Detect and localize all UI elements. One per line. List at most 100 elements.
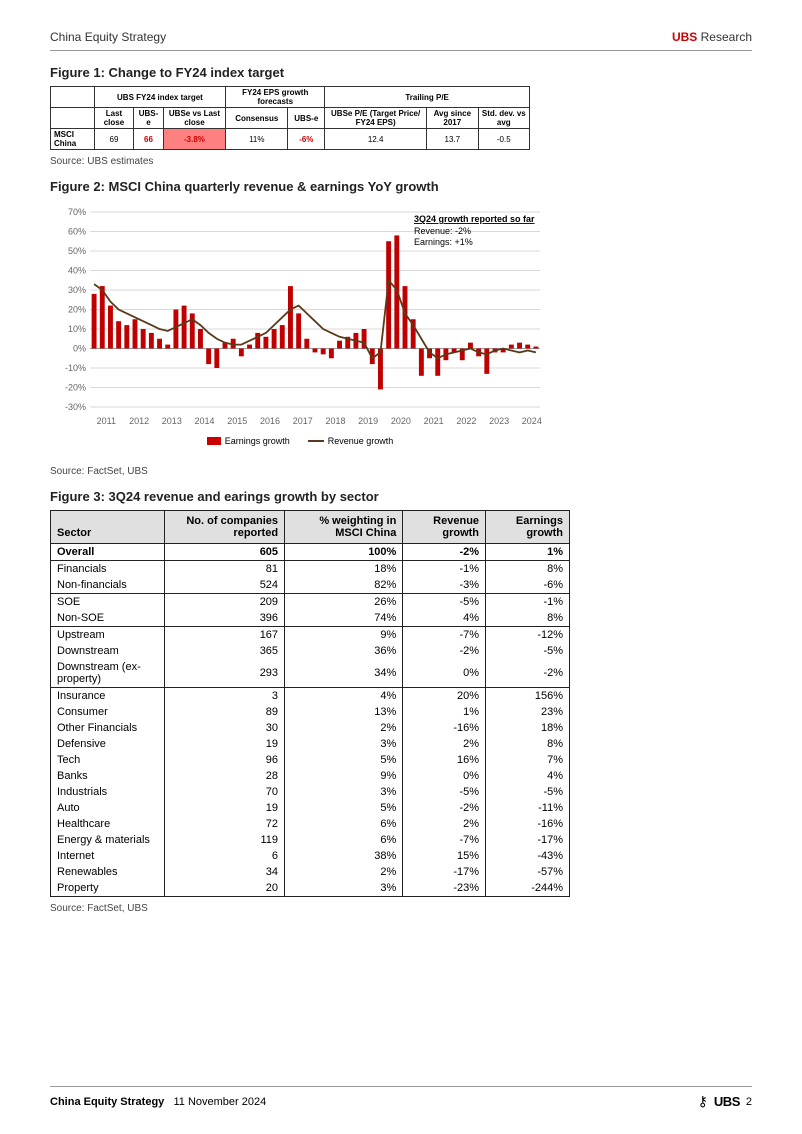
table-cell: -2% xyxy=(486,659,570,688)
fig2-source: Source: FactSet, UBS xyxy=(50,466,752,477)
svg-text:Revenue: -2%: Revenue: -2% xyxy=(414,226,471,236)
table-cell: 365 xyxy=(165,643,285,659)
table-cell: Renewables xyxy=(51,864,165,880)
fig2-chart: -30%-20%-10%0%10%20%30%40%50%60%70%20112… xyxy=(50,202,550,432)
table-cell: Consumer xyxy=(51,704,165,720)
fig1-sub-5: UBS-e xyxy=(288,108,325,129)
table-cell: 6 xyxy=(165,848,285,864)
table-cell: 4% xyxy=(403,610,486,627)
table-cell: 5% xyxy=(285,752,403,768)
bar-swatch xyxy=(207,437,221,445)
table-cell: 6% xyxy=(285,832,403,848)
table-cell: 3% xyxy=(285,736,403,752)
footer-date-text: 11 November 2024 xyxy=(173,1096,266,1108)
fig1-std: -0.5 xyxy=(478,129,529,150)
table-cell: 1% xyxy=(486,544,570,561)
fig3-col-0: Sector xyxy=(51,511,165,544)
table-cell: Non-financials xyxy=(51,577,165,594)
ubs-keys-icon: ⚷ xyxy=(698,1093,708,1110)
table-row: Industrials703%-5%-5% xyxy=(51,784,570,800)
fig1-sub-8: Std. dev. vs avg xyxy=(478,108,529,129)
fig1-rowlabel: MSCI China xyxy=(51,129,95,150)
legend-revenue: Revenue growth xyxy=(308,436,394,446)
table-cell: 70 xyxy=(165,784,285,800)
svg-text:70%: 70% xyxy=(68,207,86,217)
header-left: China Equity Strategy xyxy=(50,30,166,44)
table-cell: -23% xyxy=(403,880,486,897)
svg-text:3Q24 growth reported so far: 3Q24 growth reported so far xyxy=(414,214,535,224)
table-cell: Non-SOE xyxy=(51,610,165,627)
table-cell: -5% xyxy=(403,594,486,611)
table-cell: SOE xyxy=(51,594,165,611)
svg-text:2019: 2019 xyxy=(358,416,378,426)
table-cell: -5% xyxy=(403,784,486,800)
table-cell: -5% xyxy=(486,643,570,659)
table-cell: -244% xyxy=(486,880,570,897)
table-cell: 0% xyxy=(403,768,486,784)
fig3-source: Source: FactSet, UBS xyxy=(50,903,752,914)
table-cell: -57% xyxy=(486,864,570,880)
table-row: Financials8118%-1%8% xyxy=(51,561,570,578)
fig1-ubsevs: -3.8% xyxy=(163,129,225,150)
table-row: Other Financials302%-16%18% xyxy=(51,720,570,736)
fig3-col-2: % weighting in MSCI China xyxy=(285,511,403,544)
fig1-sub-2: UBS-e xyxy=(134,108,163,129)
svg-text:2016: 2016 xyxy=(260,416,280,426)
table-cell: 16% xyxy=(403,752,486,768)
table-cell: 6% xyxy=(285,816,403,832)
page-number: 2 xyxy=(746,1096,752,1108)
fig2-title: Figure 2: MSCI China quarterly revenue &… xyxy=(50,179,752,194)
table-cell: 81 xyxy=(165,561,285,578)
fig1-source: Source: UBS estimates xyxy=(50,156,752,167)
svg-text:50%: 50% xyxy=(68,246,86,256)
fig1-epsubse: -6% xyxy=(288,129,325,150)
fig1-sub-0 xyxy=(51,108,95,129)
fig1-group-2: FY24 EPS growth forecasts xyxy=(226,87,325,108)
fig1-lastclose: 69 xyxy=(94,129,134,150)
table-cell: 72 xyxy=(165,816,285,832)
fig3-col-3: Revenue growth xyxy=(403,511,486,544)
table-cell: Tech xyxy=(51,752,165,768)
table-cell: 2% xyxy=(285,720,403,736)
fig1-group-1: UBS FY24 index target xyxy=(94,87,226,108)
table-cell: -11% xyxy=(486,800,570,816)
svg-text:0%: 0% xyxy=(73,344,86,354)
table-cell: -1% xyxy=(403,561,486,578)
fig3-col-1: No. of companies reported xyxy=(165,511,285,544)
fig1-sub-6: UBSe P/E (Target Price/ FY24 EPS) xyxy=(325,108,427,129)
table-cell: -17% xyxy=(403,864,486,880)
table-cell: Upstream xyxy=(51,627,165,644)
header-right: UBS Research xyxy=(672,30,752,44)
table-row: Renewables342%-17%-57% xyxy=(51,864,570,880)
table-row: Tech965%16%7% xyxy=(51,752,570,768)
table-cell: 26% xyxy=(285,594,403,611)
fig1-pe-target: 12.4 xyxy=(325,129,427,150)
fig1-consensus: 11% xyxy=(226,129,288,150)
table-cell: -2% xyxy=(403,643,486,659)
table-cell: Defensive xyxy=(51,736,165,752)
header-bar: China Equity Strategy UBS Research xyxy=(50,30,752,51)
table-row: Downstream36536%-2%-5% xyxy=(51,643,570,659)
svg-text:10%: 10% xyxy=(68,324,86,334)
table-cell: -2% xyxy=(403,800,486,816)
page: China Equity Strategy UBS Research Figur… xyxy=(0,0,802,1134)
table-cell: -16% xyxy=(486,816,570,832)
table-cell: 8% xyxy=(486,736,570,752)
table-cell: 293 xyxy=(165,659,285,688)
table-cell: 524 xyxy=(165,577,285,594)
svg-text:2020: 2020 xyxy=(391,416,411,426)
table-cell: 1% xyxy=(403,704,486,720)
table-cell: 119 xyxy=(165,832,285,848)
fig1-sub-3: UBSe vs Last close xyxy=(163,108,225,129)
table-cell: -1% xyxy=(486,594,570,611)
table-row: Internet638%15%-43% xyxy=(51,848,570,864)
svg-text:2012: 2012 xyxy=(129,416,149,426)
table-cell: -17% xyxy=(486,832,570,848)
fig3-title: Figure 3: 3Q24 revenue and earings growt… xyxy=(50,489,752,504)
table-cell: 96 xyxy=(165,752,285,768)
table-cell: 36% xyxy=(285,643,403,659)
svg-text:40%: 40% xyxy=(68,266,86,276)
table-cell: 89 xyxy=(165,704,285,720)
table-row: Non-SOE39674%4%8% xyxy=(51,610,570,627)
table-cell: Other Financials xyxy=(51,720,165,736)
